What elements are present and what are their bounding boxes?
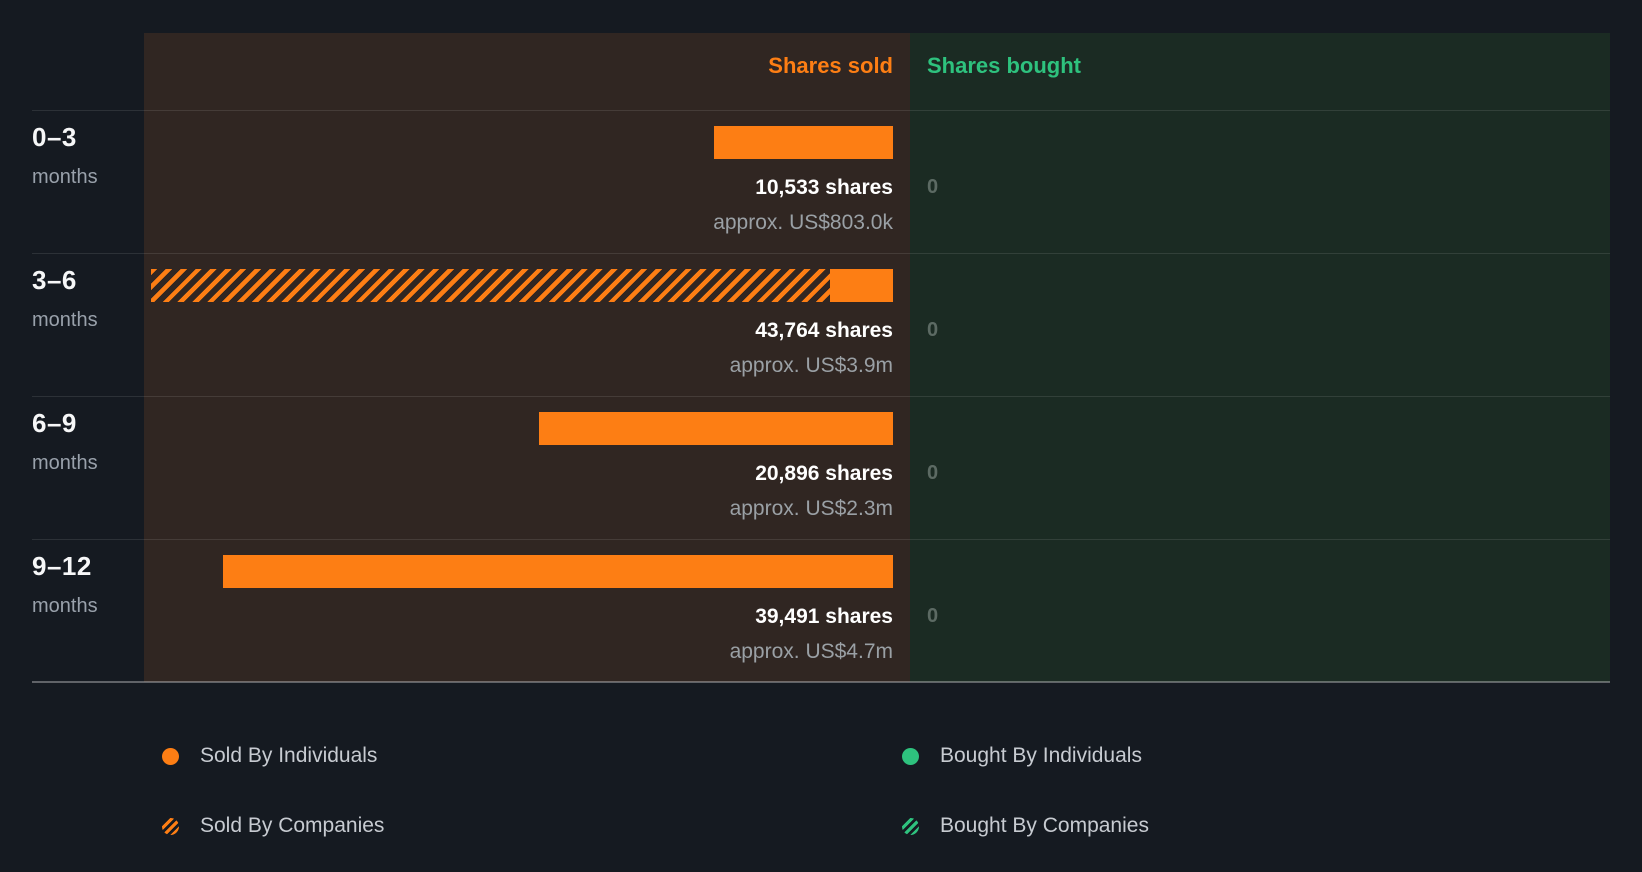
shares-bought-header: Shares bought xyxy=(927,53,1082,78)
period-sublabel: months xyxy=(32,595,98,617)
sold-bar-segment-individuals xyxy=(829,269,893,302)
period-sublabel: months xyxy=(32,309,98,331)
sold-companies-swatch-icon xyxy=(162,817,179,835)
bought-shares-count: 0 xyxy=(927,462,939,484)
sold-bar-segment-individuals xyxy=(223,555,893,588)
row-divider xyxy=(32,396,1610,397)
sold-approx-value: approx. US$4.7m xyxy=(729,640,893,663)
legend-label: Bought By Companies xyxy=(940,814,1149,837)
sold-bar-track xyxy=(151,412,893,445)
time-period-row: 9–12 months 39,491 shares approx. US$4.7… xyxy=(0,539,1642,682)
sold-shares-count: 39,491 shares xyxy=(755,605,893,628)
sold-bar[interactable] xyxy=(223,555,893,588)
legend-label: Sold By Individuals xyxy=(200,744,378,767)
sold-individuals-swatch-icon xyxy=(162,747,179,765)
bought-shares-count: 0 xyxy=(927,605,939,627)
sold-bar[interactable] xyxy=(714,126,893,159)
period-sublabel: months xyxy=(32,166,98,188)
sold-bar[interactable] xyxy=(151,269,893,302)
time-period-row: 3–6 months 43,764 shares approx. US$3.9m… xyxy=(0,253,1642,396)
bought-shares-count: 0 xyxy=(927,176,939,198)
legend-item-bought-companies: Bought By Companies xyxy=(902,814,1149,838)
shares-sold-header: Shares sold xyxy=(768,53,893,78)
bought-shares-count: 0 xyxy=(927,319,939,341)
sold-bar-segment-individuals xyxy=(538,412,893,445)
period-label: 3–6 xyxy=(32,265,77,295)
legend-label: Bought By Individuals xyxy=(940,744,1142,767)
period-label: 0–3 xyxy=(32,122,77,152)
row-divider xyxy=(32,110,1610,111)
legend-label: Sold By Companies xyxy=(200,814,385,837)
sold-bar[interactable] xyxy=(538,412,893,445)
period-sublabel: months xyxy=(32,452,98,474)
bought-companies-swatch-icon xyxy=(902,817,919,835)
period-label: 6–9 xyxy=(32,408,77,438)
time-period-row: 6–9 months 20,896 shares approx. US$2.3m… xyxy=(0,396,1642,539)
sold-bar-segment-individuals xyxy=(714,126,893,159)
sold-bar-track xyxy=(151,126,893,159)
row-divider xyxy=(32,539,1610,540)
shares-bought-panel xyxy=(910,33,1610,682)
sold-shares-count: 20,896 shares xyxy=(755,462,893,485)
sold-bar-segment-companies xyxy=(151,269,830,302)
sold-shares-count: 10,533 shares xyxy=(755,176,893,199)
sold-approx-value: approx. US$2.3m xyxy=(729,497,893,520)
sold-shares-count: 43,764 shares xyxy=(755,319,893,342)
row-divider xyxy=(32,253,1610,254)
sold-bar-track xyxy=(151,555,893,588)
sold-bar-track xyxy=(151,269,893,302)
time-period-row: 0–3 months 10,533 shares approx. US$803.… xyxy=(0,110,1642,253)
legend-item-bought-individuals: Bought By Individuals xyxy=(902,744,1142,768)
sold-approx-value: approx. US$3.9m xyxy=(729,354,893,377)
period-label: 9–12 xyxy=(32,551,92,581)
sold-approx-value: approx. US$803.0k xyxy=(713,211,893,234)
legend-item-sold-individuals: Sold By Individuals xyxy=(162,744,377,768)
bought-individuals-swatch-icon xyxy=(902,747,919,765)
legend-item-sold-companies: Sold By Companies xyxy=(162,814,384,838)
chart-bottom-divider xyxy=(32,681,1610,683)
